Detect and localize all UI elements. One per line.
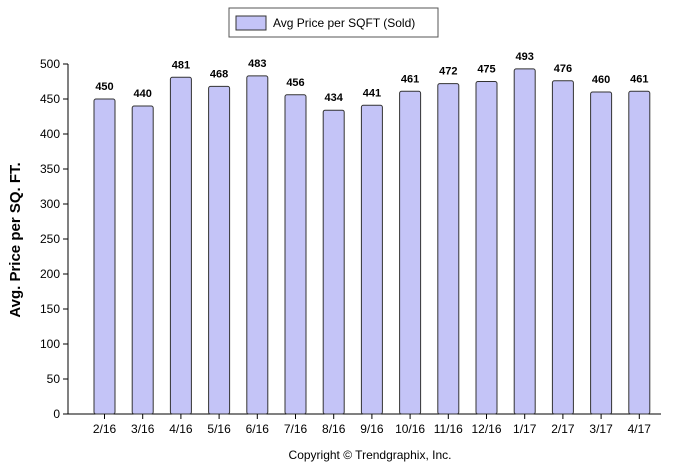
data-label: 483 xyxy=(248,58,266,70)
data-label: 460 xyxy=(592,74,610,86)
y-tick-label: 400 xyxy=(40,127,60,141)
x-tick-label: 4/17 xyxy=(628,422,652,436)
bar-series xyxy=(93,68,651,415)
data-label: 476 xyxy=(554,63,572,75)
x-tick-label: 4/16 xyxy=(169,422,193,436)
bar xyxy=(322,109,345,415)
y-axis-ticks: 0 50 100 150 200 250 300 350 400 450 500 xyxy=(40,57,68,421)
bar xyxy=(590,91,613,415)
y-tick-label: 200 xyxy=(40,267,60,281)
data-label: 461 xyxy=(401,73,419,85)
x-axis-ticks: 2/16 3/16 4/16 5/16 6/16 7/16 8/16 9/16 10/16 11/… xyxy=(93,414,651,436)
bar xyxy=(475,81,498,415)
legend: Avg Price per SQFT (Sold) xyxy=(228,7,439,38)
legend-label: Avg Price per SQFT (Sold) xyxy=(273,16,415,30)
data-label: 441 xyxy=(363,87,381,99)
data-label: 493 xyxy=(516,51,534,63)
data-label: 475 xyxy=(477,64,495,76)
bar xyxy=(628,90,651,415)
data-label: 456 xyxy=(286,77,304,89)
bar xyxy=(284,94,307,415)
bar xyxy=(169,76,192,415)
y-tick-label: 50 xyxy=(47,372,61,386)
y-tick-label: 0 xyxy=(53,407,60,421)
x-tick-label: 1/17 xyxy=(513,422,537,436)
x-tick-label: 6/16 xyxy=(246,422,270,436)
y-tick-label: 300 xyxy=(40,197,60,211)
y-tick-label: 500 xyxy=(40,57,60,71)
x-tick-label: 2/17 xyxy=(551,422,575,436)
x-tick-label: 9/16 xyxy=(360,422,384,436)
x-tick-label: 3/17 xyxy=(589,422,613,436)
data-labels: 450 440 481 468 483 456 434 441 461 472 475 493 476 4… xyxy=(95,51,648,104)
data-label: 450 xyxy=(95,81,113,93)
x-tick-label: 10/16 xyxy=(395,422,425,436)
x-tick-label: 11/16 xyxy=(434,422,463,436)
bar xyxy=(551,80,574,415)
y-tick-label: 250 xyxy=(40,232,60,246)
copyright-footer: Copyright © Trendgraphix, Inc. xyxy=(289,448,452,462)
bar xyxy=(208,85,231,415)
data-label: 472 xyxy=(439,66,457,78)
y-tick-label: 150 xyxy=(40,302,60,316)
y-axis-label: Avg. Price per SQ. FT. xyxy=(7,162,24,317)
bar xyxy=(360,104,383,415)
x-tick-label: 5/16 xyxy=(207,422,231,436)
x-tick-label: 12/16 xyxy=(471,422,501,436)
data-label: 468 xyxy=(210,68,228,80)
x-tick-label: 8/16 xyxy=(322,422,346,436)
data-label: 481 xyxy=(172,59,190,71)
data-label: 434 xyxy=(325,92,344,104)
y-tick-label: 350 xyxy=(40,162,60,176)
bar xyxy=(399,90,422,415)
bar xyxy=(93,98,116,415)
x-tick-label: 3/16 xyxy=(131,422,155,436)
bar xyxy=(437,83,460,415)
bar xyxy=(131,105,154,415)
bar xyxy=(513,68,536,415)
bar xyxy=(246,75,269,415)
data-label: 461 xyxy=(630,73,648,85)
x-tick-label: 2/16 xyxy=(93,422,117,436)
data-label: 440 xyxy=(134,88,152,100)
x-tick-label: 7/16 xyxy=(284,422,308,436)
y-tick-label: 100 xyxy=(40,337,60,351)
legend-swatch xyxy=(235,15,267,31)
y-tick-label: 450 xyxy=(40,92,60,106)
